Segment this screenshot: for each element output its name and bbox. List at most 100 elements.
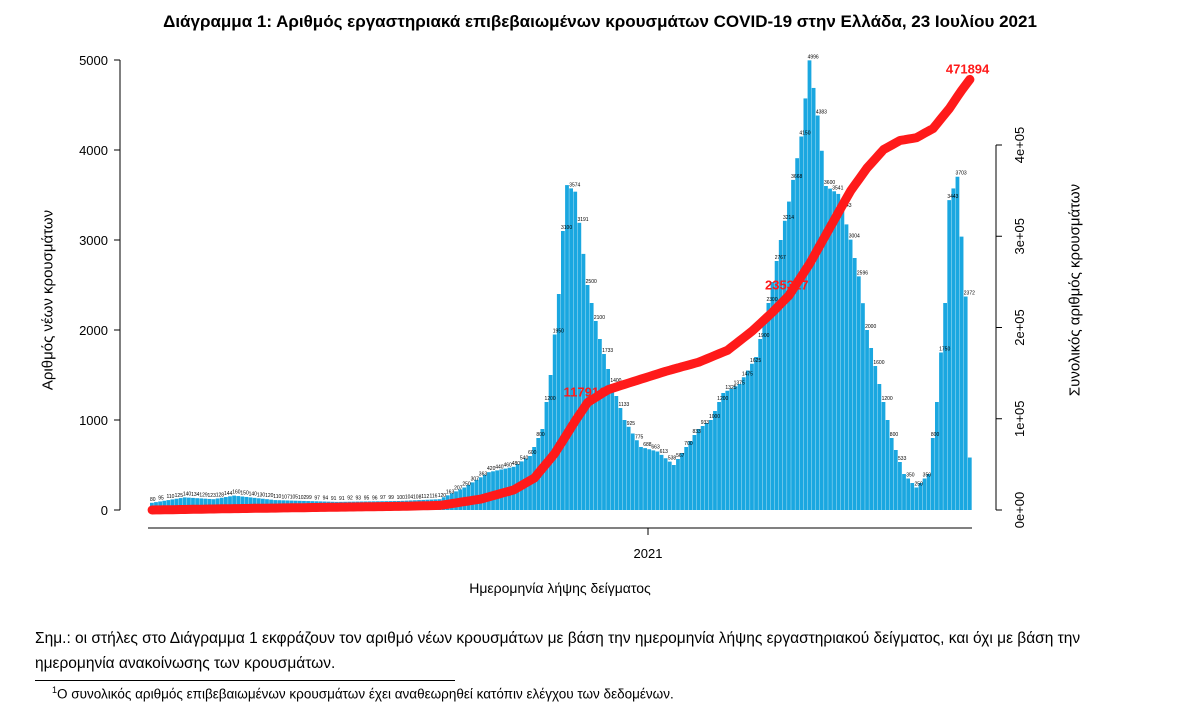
- bar-value-label: 1600: [873, 360, 884, 366]
- bar: [729, 388, 734, 510]
- bar: [721, 393, 726, 510]
- bar: [174, 498, 179, 510]
- bar: [244, 496, 249, 510]
- bar-value-label: 120: [438, 493, 447, 499]
- bar-value-label: 800: [536, 432, 545, 438]
- bar-value-label: 140: [183, 491, 192, 497]
- bar-value-label: 95: [158, 495, 164, 501]
- bar: [803, 98, 808, 511]
- footnote: 1Ο συνολικός αριθμός επιβεβαιωμένων κρου…: [52, 685, 674, 702]
- bar-value-label: 1375: [734, 380, 745, 386]
- bar: [684, 447, 689, 510]
- chart-canvas: 80 95 110 125 140 134 129 123 128 144 160 150 140 130…: [79, 53, 1027, 561]
- bar: [840, 209, 845, 510]
- bar: [939, 352, 943, 510]
- bar-value-label: 3214: [783, 215, 794, 221]
- bar-value-label: 800: [931, 432, 940, 438]
- axes: 0 1000 2000 3000 4000 5000 0e+00 1e+05 2e+05 3e+0…: [79, 53, 1027, 561]
- bar: [577, 222, 582, 510]
- bar-value-label: 1900: [758, 333, 769, 339]
- bar: [713, 411, 717, 510]
- bar-value-label: 91: [331, 496, 337, 502]
- bar: [643, 448, 647, 510]
- bar: [688, 441, 693, 510]
- bar: [199, 498, 204, 510]
- bar-value-label: 93: [356, 496, 362, 502]
- bar-value-label: 1950: [553, 329, 564, 335]
- bar-value-label: 129: [199, 492, 208, 498]
- bar: [593, 321, 598, 510]
- bar: [552, 334, 557, 510]
- bar-value-label: 97: [380, 495, 386, 501]
- bar: [659, 454, 664, 510]
- bar: [774, 261, 779, 510]
- bar-value-label: 3191: [577, 217, 588, 223]
- y2-tick-label: 4e+05: [1012, 127, 1027, 164]
- bar-value-label: 925: [627, 421, 636, 427]
- bar: [622, 420, 627, 510]
- y-tick-label: 2000: [79, 323, 108, 338]
- bar: [556, 294, 561, 510]
- bar-value-label: 4150: [799, 131, 810, 137]
- bar-value-label: 102: [298, 495, 307, 501]
- bar: [861, 303, 865, 510]
- bar-value-label: 110: [166, 494, 174, 500]
- bar: [692, 435, 697, 510]
- bar: [745, 370, 750, 510]
- bar-value-label: 688: [643, 442, 652, 448]
- y2-axis-label: Συνολικός αριθμός κρουσμάτων: [1066, 183, 1084, 397]
- bar-value-label: 613: [660, 449, 669, 455]
- bar: [963, 296, 968, 510]
- footnote-marker: 1: [52, 685, 58, 695]
- bar: [482, 474, 487, 510]
- bar: [943, 303, 948, 510]
- bar: [935, 402, 939, 510]
- bar: [922, 478, 927, 510]
- bar: [491, 471, 495, 510]
- y2-tick-label: 1e+05: [1012, 400, 1027, 437]
- bar-value-label: 775: [635, 434, 644, 440]
- bar-value-label: 130: [257, 492, 266, 498]
- bar-value-label: 120: [265, 493, 274, 499]
- y-tick-label: 1000: [79, 413, 108, 428]
- bar-value-label: 663: [651, 444, 660, 450]
- bar: [236, 496, 241, 510]
- bar: [207, 498, 212, 510]
- bar: [676, 459, 680, 510]
- bar-value-label: 1625: [750, 358, 761, 364]
- bar-value-label: 350: [906, 473, 915, 479]
- bar-value-label: 96: [372, 495, 378, 501]
- bar-value-label: 105: [290, 495, 299, 501]
- y-axis-label: Αριθμός νέων κρουσμάτων: [39, 209, 57, 391]
- bar: [671, 465, 676, 510]
- bar: [918, 483, 923, 510]
- y2-tick-label: 2e+05: [1012, 309, 1027, 346]
- bar-value-label: 4996: [808, 54, 819, 60]
- bar-value-label: 3443: [947, 194, 958, 200]
- bar: [930, 438, 935, 510]
- bar: [865, 330, 869, 510]
- bar-value-label: 1733: [602, 348, 613, 354]
- bar: [618, 408, 623, 510]
- bar: [869, 348, 874, 510]
- bar: [223, 497, 228, 510]
- bar-value-label: 480: [512, 461, 521, 467]
- bar: [708, 420, 713, 510]
- bar-value-label: 107: [282, 494, 291, 500]
- bar: [893, 450, 898, 510]
- bar-value-label: 3541: [832, 185, 843, 191]
- bar: [191, 497, 195, 510]
- bar: [791, 179, 795, 510]
- bar-value-label: 833: [693, 429, 702, 435]
- bar-value-label: 140: [249, 491, 258, 497]
- bar: [166, 500, 171, 510]
- bar-value-label: 134: [191, 492, 200, 498]
- bar-value-label: 600: [528, 450, 537, 456]
- bar: [474, 479, 479, 510]
- bar: [807, 60, 812, 511]
- cumulative-value-label: 117910: [564, 384, 607, 399]
- bar-value-label: 307: [471, 476, 480, 482]
- bar-value-label: 700: [684, 441, 693, 447]
- bar: [910, 483, 915, 510]
- bar-value-label: 2596: [857, 270, 868, 276]
